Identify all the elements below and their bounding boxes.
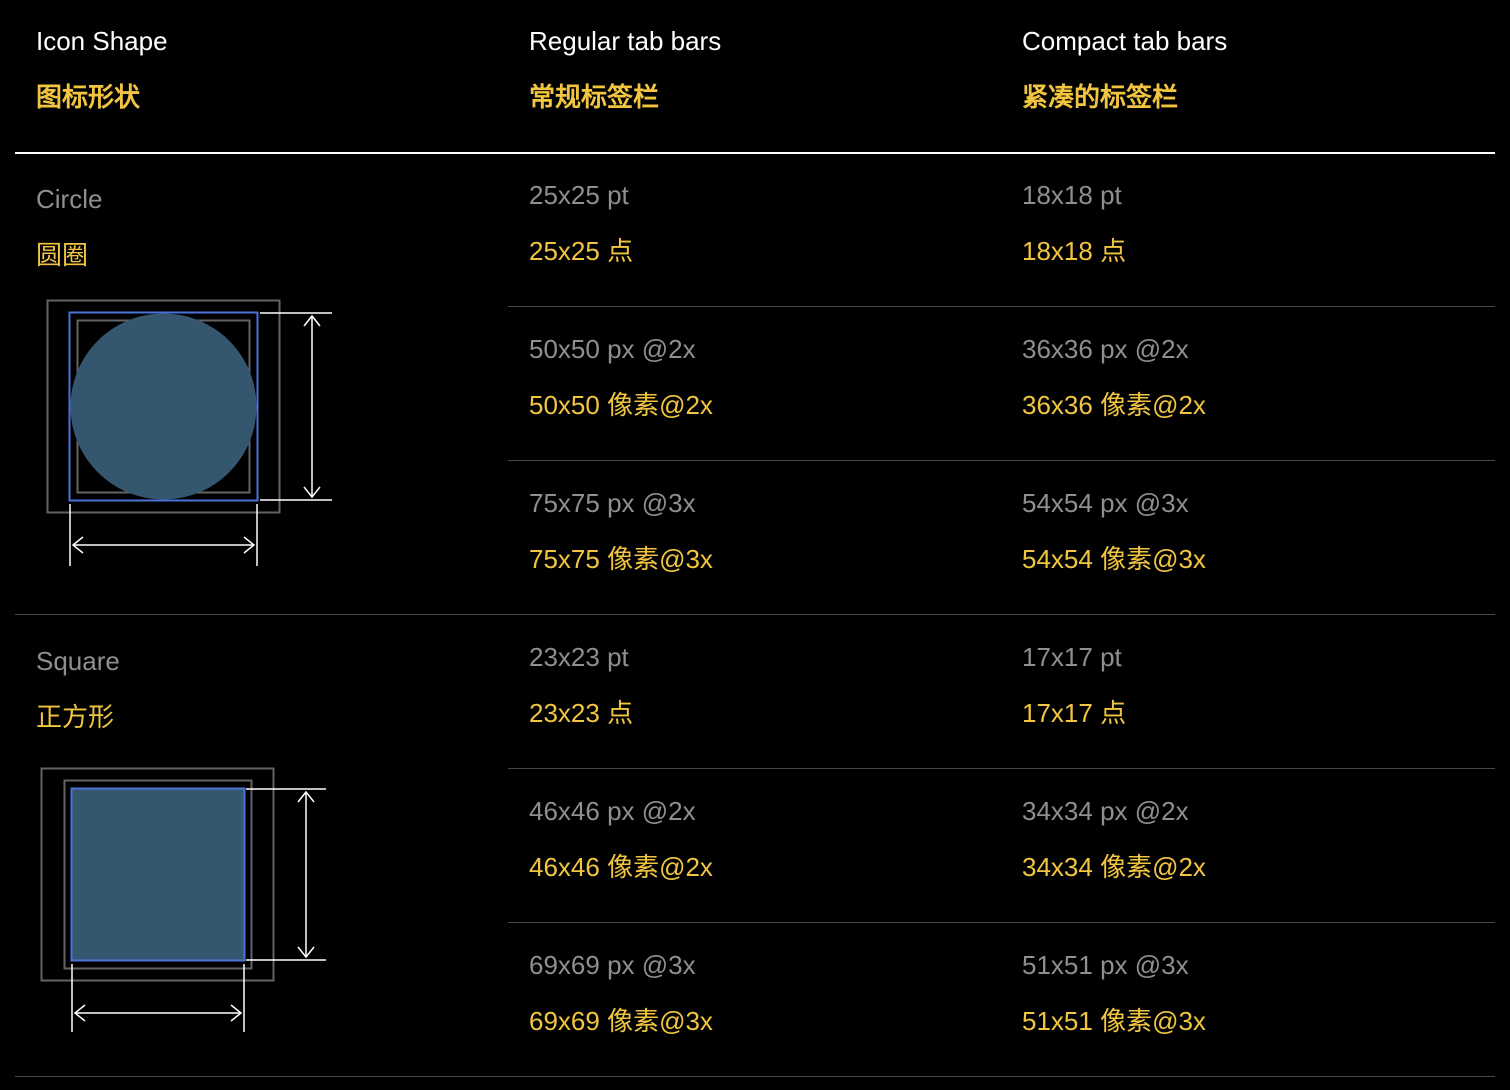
- header-regular-zh: 常规标签栏: [529, 82, 660, 112]
- row-divider: [508, 306, 1495, 307]
- regular-size-3x: 75x75 px @3x: [529, 488, 696, 518]
- compact-size-3x: 51x51 px @3x: [1022, 950, 1189, 980]
- regular-size-3x: 69x69 px @3x: [529, 950, 696, 980]
- compact-size-2x-zh: 36x36 像素@2x: [1022, 390, 1206, 420]
- compact-size-pt-zh: 17x17 点: [1022, 698, 1127, 728]
- regular-size-pt: 23x23 pt: [529, 642, 629, 672]
- section-divider: [15, 614, 1495, 615]
- compact-size-pt-zh: 18x18 点: [1022, 236, 1127, 266]
- regular-size-pt-zh: 23x23 点: [529, 698, 634, 728]
- regular-size-2x: 50x50 px @2x: [529, 334, 696, 364]
- circle-icon-diagram: [46, 299, 332, 566]
- regular-size-2x: 46x46 px @2x: [529, 796, 696, 826]
- shape-label-en: Circle: [36, 184, 103, 214]
- header-divider: [15, 152, 1495, 154]
- regular-size-2x-zh: 50x50 像素@2x: [529, 390, 713, 420]
- row-divider: [508, 460, 1495, 461]
- header-shape-zh: 图标形状: [36, 82, 141, 112]
- regular-size-2x-zh: 46x46 像素@2x: [529, 852, 713, 882]
- compact-size-3x-zh: 54x54 像素@3x: [1022, 544, 1206, 574]
- header-shape-en: Icon Shape: [36, 26, 168, 56]
- header-regular-en: Regular tab bars: [529, 26, 722, 56]
- compact-size-2x: 34x34 px @2x: [1022, 796, 1189, 826]
- square-glyph-icon: [70, 787, 246, 962]
- compact-size-3x-zh: 51x51 像素@3x: [1022, 1006, 1206, 1036]
- regular-size-pt: 25x25 pt: [529, 180, 629, 210]
- table-bottom-divider: [15, 1076, 1495, 1077]
- compact-size-2x: 36x36 px @2x: [1022, 334, 1189, 364]
- row-divider: [508, 922, 1495, 923]
- compact-size-3x: 54x54 px @3x: [1022, 488, 1189, 518]
- shape-label-zh: 圆圈: [36, 240, 89, 270]
- regular-size-pt-zh: 25x25 点: [529, 236, 634, 266]
- shape-label-zh: 正方形: [36, 702, 115, 732]
- shape-label-en: Square: [36, 646, 120, 676]
- compact-size-2x-zh: 34x34 像素@2x: [1022, 852, 1206, 882]
- regular-size-3x-zh: 69x69 像素@3x: [529, 1006, 713, 1036]
- header-compact-zh: 紧凑的标签栏: [1022, 82, 1179, 112]
- circle-glyph-icon: [70, 313, 257, 500]
- square-icon-diagram: [40, 767, 326, 1032]
- regular-size-3x-zh: 75x75 像素@3x: [529, 544, 713, 574]
- header-compact-en: Compact tab bars: [1022, 26, 1228, 56]
- compact-size-pt: 17x17 pt: [1022, 642, 1122, 672]
- compact-size-pt: 18x18 pt: [1022, 180, 1122, 210]
- row-divider: [508, 768, 1495, 769]
